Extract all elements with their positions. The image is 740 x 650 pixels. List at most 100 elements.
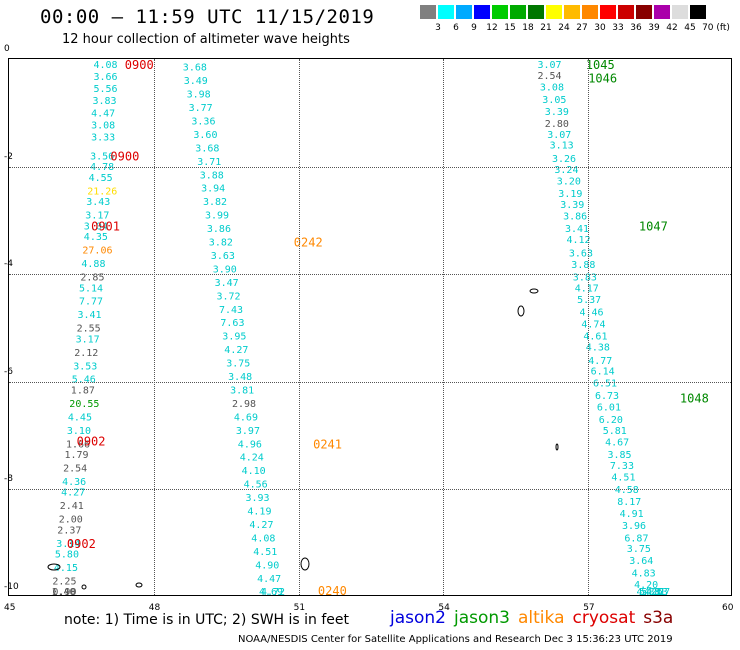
wave-height-value: 3.04	[84, 221, 108, 232]
map-subtitle: 12 hour collection of altimeter wave hei…	[62, 32, 350, 47]
wave-height-value: 7.63	[220, 318, 244, 329]
pass-time-label: 1045	[586, 59, 615, 72]
legend-swatch	[690, 5, 706, 19]
legend-label: 15	[504, 23, 516, 33]
pass-time-label: 0240	[318, 584, 347, 597]
wave-height-value: 20.55	[69, 399, 99, 410]
wave-height-value: 3.07	[547, 130, 571, 141]
wave-height-value: 4.88	[81, 259, 105, 270]
wave-height-value: 3.94	[201, 184, 225, 195]
wave-height-value: 4.91	[620, 509, 644, 520]
legend-label: 33	[612, 23, 624, 33]
legend-label: 3	[435, 23, 441, 33]
legend-label: 24	[558, 23, 570, 33]
legend-label: 27	[576, 23, 588, 33]
wave-height-value: 3.05	[542, 95, 566, 106]
grid-line-vertical	[588, 59, 590, 595]
wave-height-value: 2.54	[538, 71, 562, 82]
wave-height-value: 3.99	[205, 211, 229, 222]
wave-height-value: 3.24	[554, 165, 578, 176]
island-outline	[300, 557, 310, 571]
legend-label: 39	[648, 23, 660, 33]
wave-height-value: 4.96	[238, 439, 262, 450]
x-axis-label: 57	[583, 603, 595, 613]
wave-height-value: 2.00	[59, 515, 83, 526]
legend-swatch	[438, 5, 454, 19]
wave-height-value: 3.19	[558, 189, 582, 200]
wave-height-value: 3.36	[191, 117, 215, 128]
wave-height-value: 3.39	[545, 107, 569, 118]
pass-time-label: 0902	[77, 435, 106, 449]
wave-height-value: 3.85	[608, 450, 632, 461]
wave-height-value: 4.08	[94, 60, 118, 71]
wave-height-value: 3.97	[236, 426, 260, 437]
track-marks: 4.083.665.563.834.473.083.333.564.784.55…	[47, 59, 709, 597]
wave-height-value: 4.47	[91, 108, 115, 119]
x-axis-label: 54	[438, 603, 450, 613]
pass-time-label: 0241	[313, 437, 342, 451]
legend-label: 9	[471, 23, 477, 33]
wave-height-value: 3.68	[195, 143, 219, 154]
island-outline	[555, 443, 559, 451]
legend-label: 36	[630, 23, 642, 33]
wave-height-value: 5.14	[79, 283, 103, 294]
legend-swatch	[672, 5, 688, 19]
wave-height-value: 3.72	[217, 291, 241, 302]
wave-height-value: 3.86	[563, 212, 587, 223]
wave-height-value: 27.06	[82, 246, 112, 257]
wave-height-value: 2.54	[63, 464, 87, 475]
wave-height-value: 3.82	[209, 238, 233, 249]
wave-height-value: 3.83	[93, 96, 117, 107]
pass-time-label: 0242	[294, 236, 323, 250]
wave-height-value: 4.55	[89, 173, 113, 184]
wave-height-value: 3.82	[203, 197, 227, 208]
wave-height-value: 4.35	[84, 232, 108, 243]
wave-height-value: 4.27	[646, 587, 670, 597]
wave-height-value: 3.90	[213, 264, 237, 275]
wave-height-value: 4.47	[257, 574, 281, 585]
grid-line-vertical	[153, 59, 155, 595]
wave-height-value: 6.73	[595, 391, 619, 402]
map-title: 00:00 – 11:59 UTC 11/15/2019	[40, 6, 375, 28]
wave-height-value: 5.81	[603, 426, 627, 437]
grid-line-horizontal	[9, 274, 731, 276]
legend-label: 12	[486, 23, 498, 33]
wave-height-value: 2.12	[74, 348, 98, 359]
legend-swatch	[492, 5, 508, 19]
legend-label: 21	[540, 23, 552, 33]
wave-height-value: 7.33	[610, 461, 634, 472]
wave-height-value: 3.49	[184, 76, 208, 87]
legend-label: 70 (ft)	[702, 23, 730, 33]
wave-height-value: 3.86	[207, 224, 231, 235]
wave-height-value: 3.83	[573, 273, 597, 284]
wave-height-value: 4.45	[68, 412, 92, 423]
wave-height-value: 3.96	[622, 521, 646, 532]
legend-swatch	[510, 5, 526, 19]
wave-height-value: 6.20	[599, 415, 623, 426]
wave-height-value: 4.27	[249, 520, 273, 531]
wave-height-value: 6.87	[624, 533, 648, 544]
grid-line-horizontal	[9, 489, 731, 491]
legend-swatch	[618, 5, 634, 19]
wave-height-value: 3.56	[90, 152, 114, 163]
island-outline	[81, 584, 87, 590]
satellite-key-item: cryosat	[572, 608, 636, 628]
island-outline	[517, 305, 525, 317]
credit-line: NOAA/NESDIS Center for Satellite Applica…	[238, 634, 673, 645]
wave-height-value: 2.37	[57, 525, 81, 536]
satellite-key-item: jason2	[390, 608, 446, 628]
wave-height-value: 4.17	[575, 283, 599, 294]
wave-height-value: 3.17	[85, 211, 109, 222]
wave-height-value: 6.14	[591, 367, 615, 378]
pass-time-label: 0900	[125, 59, 154, 72]
pass-time-label: 1046	[588, 72, 617, 86]
wave-height-value: 3.68	[183, 63, 207, 74]
wave-height-value: 4.15	[54, 563, 78, 574]
wave-height-value: 21.26	[87, 186, 117, 197]
wave-height-value: 1.66	[66, 439, 90, 450]
grid-line-horizontal	[9, 166, 731, 168]
x-axis-label: 45	[4, 603, 16, 613]
wave-height-value: 4.08	[251, 533, 275, 544]
wave-height-value: 3.98	[187, 90, 211, 101]
wave-height-value: 3.26	[552, 154, 576, 165]
